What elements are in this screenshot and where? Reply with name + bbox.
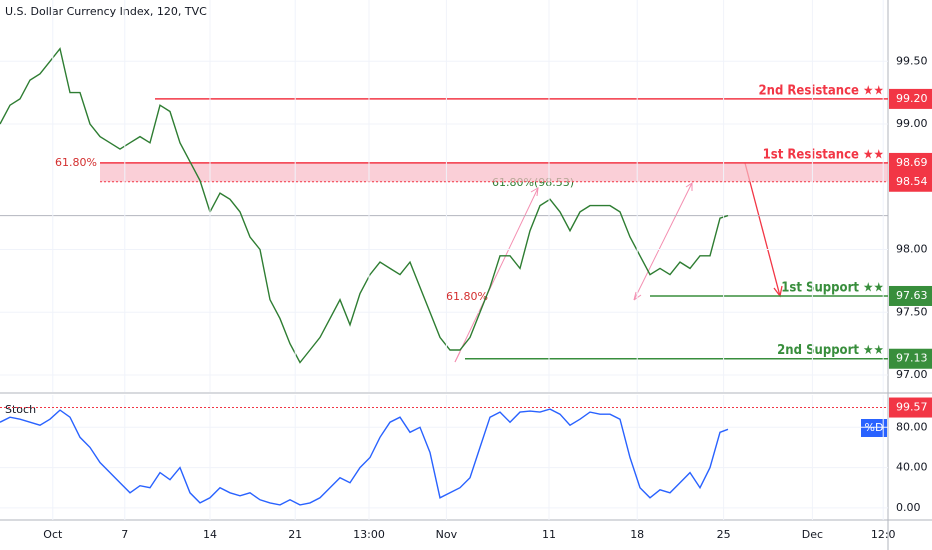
level-name: 1st Support ★★ [781,280,884,295]
level-value: 99.57 [896,401,928,414]
indicator-badge [861,419,887,437]
y-tick-label: 97.00 [896,368,928,381]
x-tick-label: 25 [717,528,731,541]
resistance-zone [100,162,888,182]
level-name: 1st Resistance ★★ [763,147,884,162]
x-tick-label: 12:0 [871,528,896,541]
x-tick-label: Oct [43,528,63,541]
series-line [0,408,729,506]
indicator-name: Stoch [5,403,36,416]
fib-label: 61.80% [55,156,97,169]
x-tick-label: 13:00 [353,528,385,541]
level-name: 2nd Support ★★ [777,343,884,358]
level-badge [889,285,932,306]
level-badge [889,171,932,192]
level-badge [889,397,932,418]
level-badge [889,88,932,109]
level-badge [889,348,932,369]
projection-arrow [744,162,783,298]
x-tick-label: Dec [802,528,823,541]
level-value: 98.54 [896,175,928,188]
level-value: 97.13 [896,352,928,365]
x-tick-label: 11 [542,528,556,541]
x-tick-label: 14 [203,528,217,541]
x-tick-label: 21 [288,528,302,541]
level-value: 98.69 [896,156,928,169]
level-name: 2nd Resistance ★★ [759,83,885,98]
level-value: 99.20 [896,92,928,105]
fib-arrows [454,182,693,363]
y-tick-label: 40.00 [896,461,928,474]
y-tick-label: 80.00 [896,420,928,433]
y-tick-label: 97.50 [896,305,928,318]
level-value: 97.63 [896,289,928,302]
x-tick-label: 18 [630,528,644,541]
x-tick-label: 7 [121,528,128,541]
x-tick-label: Nov [436,528,458,541]
y-tick-label: 99.50 [896,54,928,67]
fib-label: 61.80% [446,290,488,303]
level-badge [889,152,932,173]
y-tick-label: 99.00 [896,117,928,130]
y-tick-label: 98.00 [896,243,928,256]
y-tick-label: 0.00 [896,501,921,514]
series-line [0,47,729,364]
chart-title: U.S. Dollar Currency Index, 120, TVC [5,5,207,18]
